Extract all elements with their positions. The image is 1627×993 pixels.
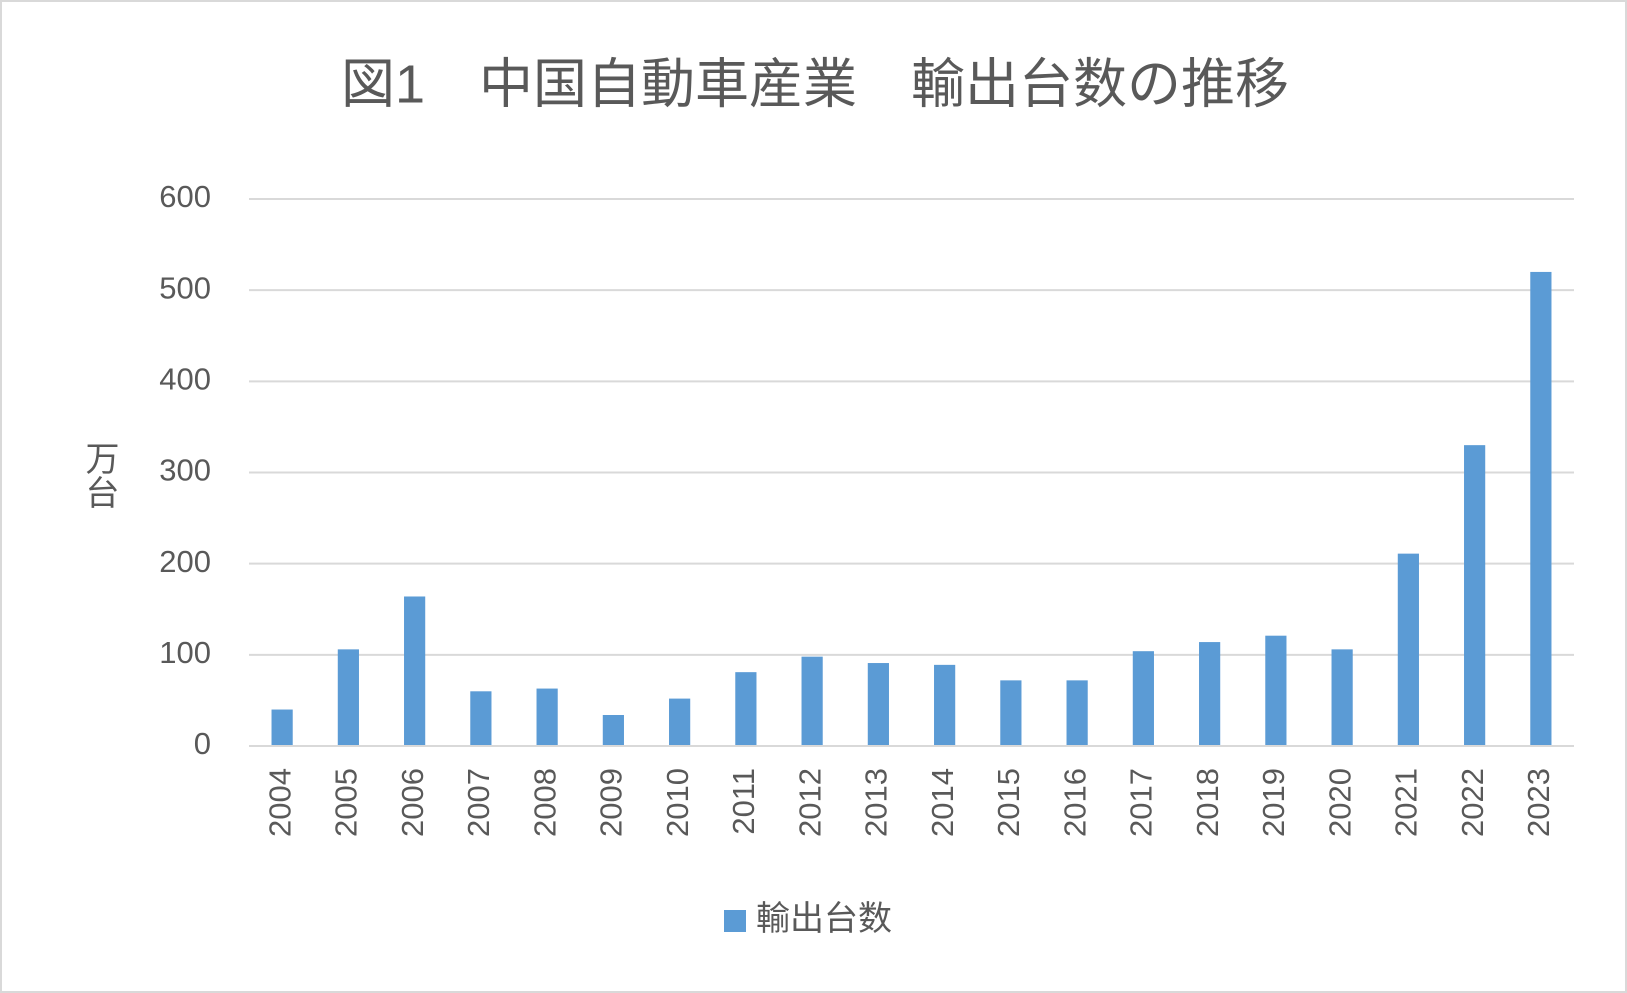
x-tick-label: 2013 [859, 768, 894, 837]
y-tick-label: 600 [159, 179, 211, 214]
x-tick-label: 2016 [1057, 768, 1092, 837]
bar [1000, 680, 1022, 746]
x-tick-label: 2006 [395, 768, 430, 837]
bar [536, 688, 558, 746]
bar [1464, 445, 1486, 746]
bar [1199, 642, 1221, 746]
bar [470, 691, 492, 746]
bar [602, 715, 624, 746]
x-tick-label: 2012 [792, 768, 827, 837]
x-tick-label: 2017 [1124, 768, 1159, 837]
bar [404, 596, 426, 746]
bar [1331, 649, 1353, 746]
bar [1132, 651, 1154, 746]
chart-title: 図1 中国自動車産業 輸出台数の推移 [341, 54, 1289, 114]
x-tick-label: 2021 [1389, 768, 1424, 837]
x-tick-label: 2023 [1521, 768, 1556, 837]
x-tick-label: 2005 [329, 768, 364, 837]
x-tick-label: 2004 [262, 768, 297, 837]
x-tick-label: 2007 [461, 768, 496, 837]
bar [1530, 271, 1552, 746]
x-tick-label: 2014 [925, 768, 960, 837]
bar [1397, 553, 1419, 746]
bar [1265, 635, 1287, 746]
x-tick-label: 2022 [1455, 768, 1490, 837]
y-tick-label: 0 [194, 726, 211, 761]
bar [337, 649, 359, 746]
bar [669, 698, 691, 746]
x-tick-label: 2019 [1256, 768, 1291, 837]
x-tick-label: 2010 [660, 768, 695, 837]
x-tick-label: 2008 [527, 768, 562, 837]
y-tick-label: 100 [159, 635, 211, 670]
legend-label: 輸出台数 [756, 900, 892, 938]
x-tick-label: 2015 [991, 768, 1026, 837]
bar [735, 672, 757, 746]
y-tick-label: 300 [159, 453, 211, 488]
x-tick-label: 2011 [726, 768, 761, 835]
bar [1066, 680, 1088, 746]
x-tick-label: 2018 [1190, 768, 1225, 837]
y-axis-label: 万台 [80, 441, 118, 509]
bar [867, 663, 889, 746]
legend-swatch [724, 910, 746, 932]
bar [801, 656, 823, 746]
y-tick-label: 200 [159, 544, 211, 579]
bar [271, 709, 293, 746]
x-tick-label: 2009 [594, 768, 629, 837]
y-tick-label: 500 [159, 270, 211, 305]
y-tick-label: 400 [159, 362, 211, 397]
x-tick-label: 2020 [1322, 768, 1357, 837]
bar [934, 664, 956, 746]
